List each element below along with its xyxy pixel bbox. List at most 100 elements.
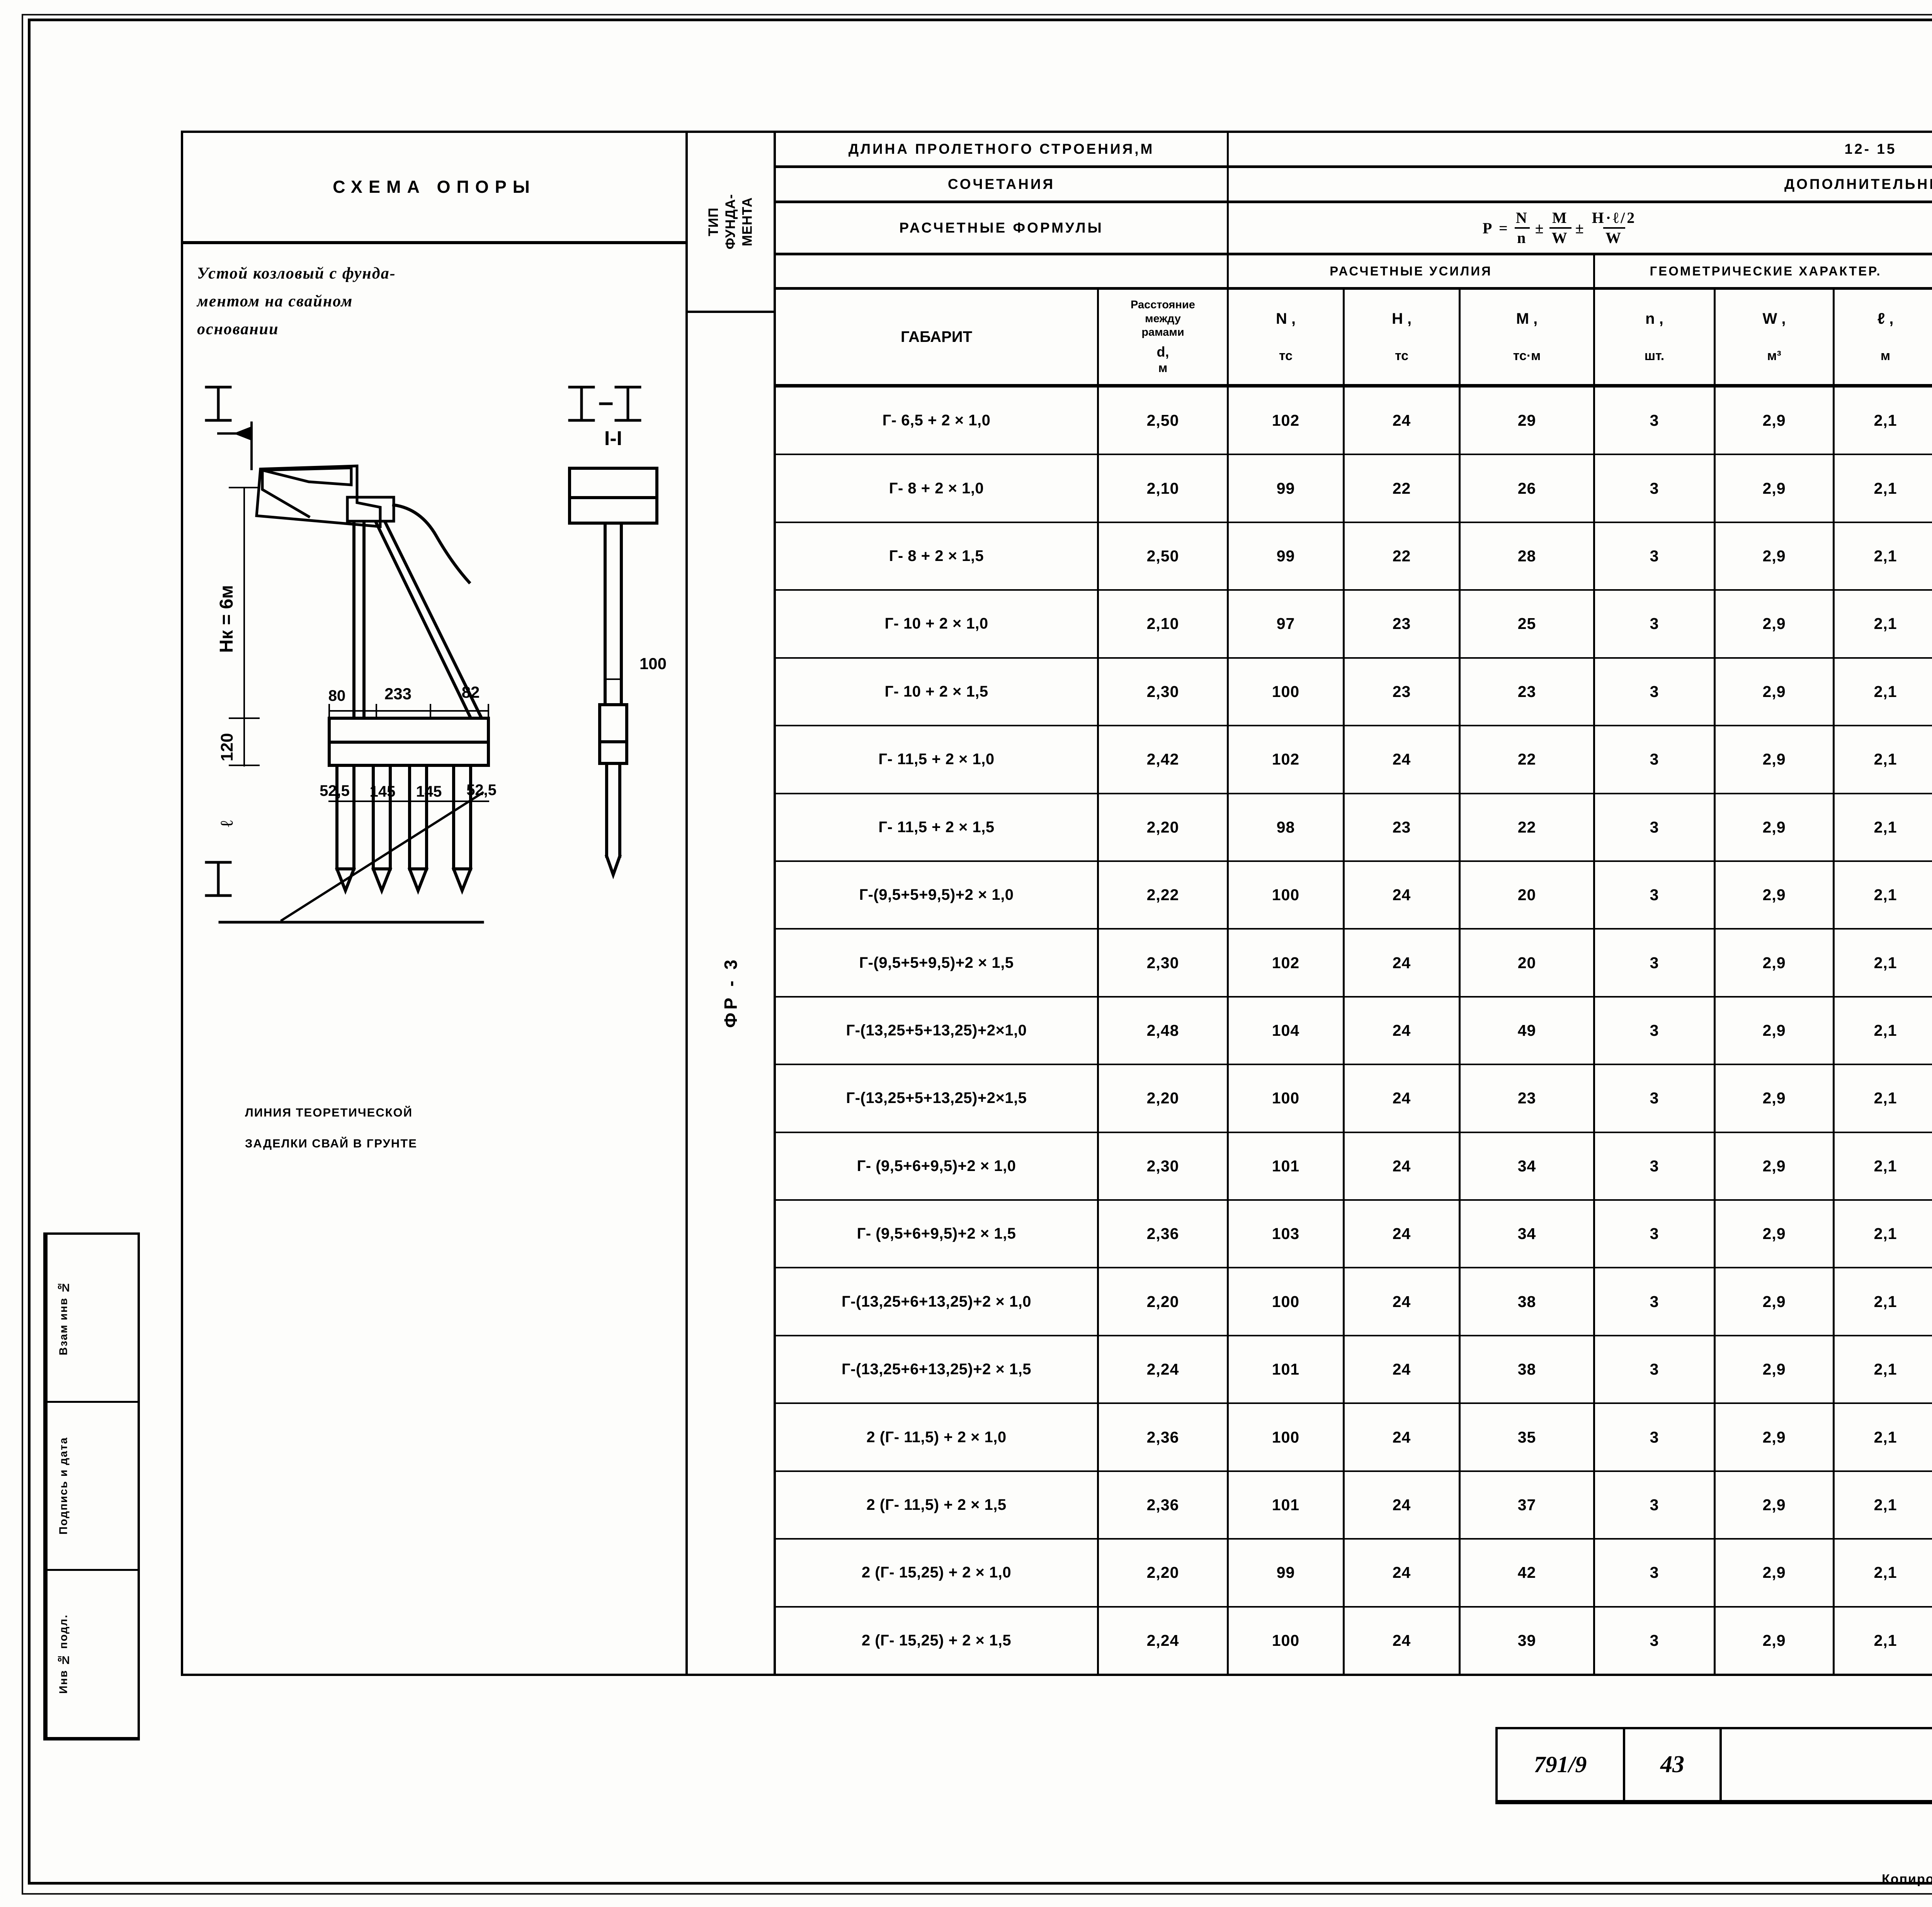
combinations-value: ДОПОЛНИТЕЛЬНЫЕ [1784, 176, 1932, 192]
table-cell-n-шт-: 3 [1595, 1065, 1716, 1132]
formula-p-term3-num: H·ℓ/2 [1592, 209, 1637, 226]
span-length-label: ДЛИНА ПРОЛЕТНОГО СТРОЕНИЯ,М [776, 133, 1229, 165]
table-cell-d-м: 2,30 [1099, 658, 1229, 725]
table-cell-n-тс: 99 [1229, 455, 1345, 522]
table-cell-h-тс: 24 [1345, 1472, 1461, 1538]
formula-p-op1: ± [1535, 219, 1546, 237]
table-cell-h-тс: 24 [1345, 930, 1461, 996]
combinations-label: СОЧЕТАНИЯ [776, 168, 1229, 201]
table-row: Г- 11,5 + 2 × 1,02,42102242232,92,150188… [776, 726, 1932, 794]
formula-p-term1: N n [1514, 210, 1531, 246]
stamp-blank-field[interactable] [80, 1403, 138, 1569]
table-cell-w-м-: 2,9 [1716, 1133, 1835, 1200]
table-cell-h-тс: 24 [1345, 1065, 1461, 1132]
table-cell--м: 2,1 [1835, 862, 1932, 928]
table-cell-w-м-: 2,9 [1716, 455, 1835, 522]
table-cell-d-м: 2,20 [1099, 1540, 1229, 1606]
svg-text:100: 100 [639, 654, 667, 673]
group-spacer-distance [1099, 255, 1229, 287]
table-cell-n-тс: 103 [1229, 1201, 1345, 1267]
table-cell-h-тс: 24 [1345, 1540, 1461, 1606]
title-block: 791/9 43 3.503 — 23.09 — 101 Лист 34 [1495, 1727, 1932, 1804]
column-header-H: H , тс [1345, 290, 1461, 384]
table-cell-m-тс-м: 22 [1461, 726, 1595, 793]
table-cell-m-тс-м: 25 [1461, 591, 1595, 657]
table-cell-h-тс: 24 [1345, 1336, 1461, 1403]
table-cell-n-тс: 102 [1229, 388, 1345, 454]
table-cell-габарит: Г- 10 + 2 × 1,0 [776, 591, 1099, 657]
table-row: Г-(9,5+5+9,5)+2 × 1,52,30102242032,92,15… [776, 930, 1932, 998]
foundation-type-value: ФР - 3 [721, 956, 741, 1028]
table-cell-w-м-: 2,9 [1716, 862, 1835, 928]
group-header-row: РАСЧЕТНЫЕ УСИЛИЯ ГЕОМЕТРИЧЕСКИЕ ХАРАКТЕР… [776, 255, 1932, 290]
table-cell-h-тс: 24 [1345, 997, 1461, 1064]
table-cell-w-м-: 2,9 [1716, 1404, 1835, 1470]
column-header-M: M , тс·м [1461, 290, 1595, 384]
formula-p-term1-num: N [1515, 209, 1529, 226]
table-cell-габарит: 2 (Г- 11,5) + 2 × 1,5 [776, 1472, 1099, 1538]
table-cell-w-м-: 2,9 [1716, 591, 1835, 657]
table-cell-h-тс: 24 [1345, 862, 1461, 928]
left-stamp-column: Взам инв № Подпись и дата Инв № подл. [43, 1232, 140, 1740]
column-header-l-sym: ℓ , [1877, 310, 1894, 328]
formula-p-term2-num: M [1552, 209, 1569, 226]
table-cell-n-шт-: 3 [1595, 388, 1716, 454]
table-cell-d-м: 2,42 [1099, 726, 1229, 793]
table-cell-n-шт-: 3 [1595, 1268, 1716, 1335]
column-header-n: n , шт. [1595, 290, 1716, 384]
table-cell-n-тс: 104 [1229, 997, 1345, 1064]
table-cell-m-тс-м: 35 [1461, 1404, 1595, 1470]
title-block-drawing-no: 791/9 [1498, 1729, 1625, 1800]
table-cell--м: 2,1 [1835, 1540, 1932, 1606]
table-cell--м: 2,1 [1835, 1268, 1932, 1334]
svg-text:ℓ: ℓ [217, 820, 236, 827]
column-header-distance-sym: d, [1156, 343, 1169, 360]
table-row: Г-(13,25+6+13,25)+2 × 1,0 2,20 100 24 38 3 2,9… [776, 1268, 1932, 1336]
table-cell-m-тс-м: 34 [1461, 1133, 1595, 1200]
table-cell-габарит: Г- 11,5 + 2 × 1,5 [776, 794, 1099, 860]
group-header-forces: РАСЧЕТНЫЕ УСИЛИЯ [1229, 255, 1595, 287]
table-cell-n-шт-: 3 [1595, 726, 1716, 793]
foundation-type-header-text: ТИП ФУНДА- МЕНТА [705, 194, 756, 249]
formula-p-term2-den: W [1549, 227, 1571, 246]
table-cell-n-шт-: 3 [1595, 1336, 1716, 1403]
table-cell-w-м-: 2,9 [1716, 1201, 1835, 1267]
table-cell-m-тс-м: 26 [1461, 455, 1595, 522]
table-cell-габарит: Г- 8 + 2 × 1,0 [776, 455, 1099, 522]
table-cell-n-тс: 100 [1229, 1607, 1345, 1674]
table-row: 2 (Г- 11,5) + 2 × 1,02,36100243532,92,15… [776, 1404, 1932, 1472]
table-cell-d-м: 2,20 [1099, 794, 1229, 860]
table-cell-n-шт-: 3 [1595, 794, 1716, 860]
table-cell-габарит: Г-(13,25+6+13,25)+2 × 1,0 [776, 1268, 1099, 1335]
formulas-row: РАСЧЕТНЫЕ ФОРМУЛЫ P = N n ± M W ± [776, 203, 1932, 255]
stamp-label-vzam-inv: Взам инв № [46, 1235, 80, 1401]
table-cell-n-тс: 100 [1229, 862, 1345, 928]
formulas-label: РАСЧЕТНЫЕ ФОРМУЛЫ [776, 203, 1229, 253]
table-cell--м: 2,1 [1835, 1608, 1932, 1674]
schema-body: Устой козловый с фунда- ментом на свайно… [183, 244, 685, 1674]
stamp-blank-field[interactable] [80, 1571, 138, 1737]
table-cell-w-м-: 2,9 [1716, 1268, 1835, 1335]
table-cell-габарит: Г-(13,25+5+13,25)+2×1,0 [776, 997, 1099, 1064]
table-body: Г- 6,5 + 2 × 1,02,50102242932,92,153158,… [776, 388, 1932, 1674]
table-cell-h-тс: 23 [1345, 591, 1461, 657]
table-cell--м: 2,1 [1835, 726, 1932, 792]
table-cell--м: 2,1 [1835, 794, 1932, 860]
formula-p: P = N n ± M W ± H·ℓ/2 W [1483, 210, 1643, 246]
table-cell--м: 2,1 [1835, 998, 1932, 1064]
stamp-blank-field[interactable] [80, 1235, 138, 1401]
table-cell-d-м: 2,36 [1099, 1472, 1229, 1538]
table-cell-габарит: Г- 10 + 2 × 1,5 [776, 658, 1099, 725]
column-header-N-unit: тс [1279, 348, 1293, 364]
svg-text:52,5: 52,5 [466, 782, 497, 799]
table-cell-m-тс-м: 22 [1461, 794, 1595, 860]
column-header-N-sym: N , [1276, 310, 1296, 328]
table-cell-n-шт-: 3 [1595, 1472, 1716, 1538]
column-header-M-unit: тс·м [1513, 348, 1541, 364]
table-cell--м: 2,1 [1835, 930, 1932, 996]
table-cell--м: 2,1 [1835, 1133, 1932, 1199]
formula-p-op2: ± [1575, 219, 1586, 237]
schema-description-line-1: Устой козловый с фунда- [197, 265, 396, 282]
